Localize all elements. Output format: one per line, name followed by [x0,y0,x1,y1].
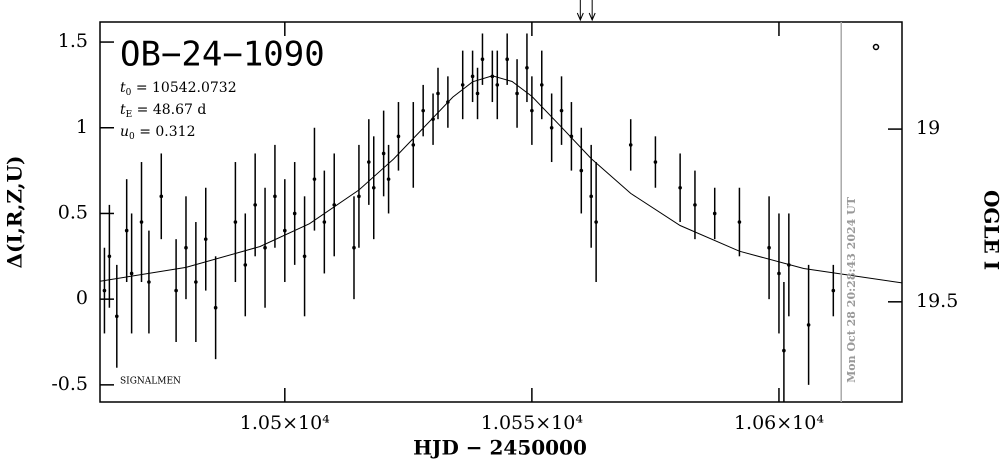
data-point [213,305,218,310]
data-point [322,220,327,224]
data-point [124,228,129,233]
x-tick-label: 1.06×10⁴ [734,412,824,434]
x-tick-label: 1.05×10⁴ [240,412,330,434]
annotation: t0 = 10542.0732 [120,80,237,98]
data-point [549,125,554,130]
data-point [107,254,112,259]
y-tick-label: 0.5 [58,201,88,223]
y-tick-label: 1.5 [58,30,88,52]
data-point [480,57,485,61]
data-point [421,108,425,113]
data-point [396,134,401,139]
y2-axis-label: OGLE I [980,190,1004,270]
subscript: 0 [129,132,135,142]
signature: SIGNALMEN [120,377,181,387]
data-point [470,74,475,79]
symbol-marker [872,43,880,51]
data-point [352,245,356,250]
data-point [495,83,500,87]
data-point [263,245,267,250]
data-point [515,91,519,96]
data-point [203,237,208,241]
data-point [283,228,287,233]
plot-frame [99,21,903,403]
event-arrow [576,0,584,22]
x-axis-label: HJD − 2450000 [413,436,587,459]
annotation: tE = 48.67 d [120,102,206,120]
timestamp: Mon Oct 28 20:28:43 2024 UT [845,196,858,383]
data-point [312,177,317,181]
annotation-value: = 0.312 [135,124,196,140]
subscript: E [126,110,133,120]
y2-tick-label: 19.5 [916,290,958,312]
subscript: 0 [126,88,132,98]
data-point [273,194,277,199]
model-curve [100,75,902,284]
y-tick-label: -0.5 [51,373,88,395]
data-point [147,280,151,284]
data-point [174,288,178,293]
data-point [159,194,164,199]
data-point [594,220,598,224]
data-point [767,245,771,250]
chart-title: OB−24−1090 [120,35,325,75]
data-point [777,271,781,276]
data-point [292,211,297,216]
event-arrow [588,0,596,22]
data-point [115,314,119,319]
data-point [411,143,416,147]
data-point [525,65,529,70]
data-point [194,280,198,284]
data-point [139,220,144,224]
data-point [253,203,257,207]
data-point [129,271,134,276]
data-point [559,108,564,113]
data-point [693,203,697,207]
symbol: t [120,80,126,96]
data-point [371,185,376,190]
data-point [782,348,786,353]
data-point [302,254,307,259]
data-point [475,91,480,96]
annotation-value: = 10542.0732 [131,80,236,96]
y-tick-label: 1 [76,116,88,138]
symbol: t [120,102,126,118]
annotation: u0 = 0.312 [120,124,195,142]
data-point [436,91,440,96]
x-tick-label: 1.055×10⁴ [481,412,583,434]
plot-area [100,33,902,402]
y-tick-label: 0 [76,287,88,309]
data-point [831,288,836,293]
y2-tick-label: 19 [916,117,940,139]
data-point [678,185,682,190]
data-point [243,263,248,267]
data-point [712,211,717,216]
data-point [653,160,658,164]
data-point [737,220,742,224]
annotation-value: = 48.67 d [132,102,206,118]
data-point [233,220,238,224]
data-point [589,194,593,199]
data-point [539,83,544,87]
data-point [102,288,107,293]
data-point [357,194,361,199]
data-point [460,83,465,87]
data-point [184,245,188,250]
y-axis-label: Δ(I,R,Z,U) [3,156,27,269]
data-point [367,160,371,164]
data-point [530,108,534,113]
data-point [806,323,811,327]
data-point [628,143,633,147]
data-point [505,57,509,61]
symbol: u [120,124,129,140]
data-point [386,177,391,181]
data-point [579,168,584,173]
data-point [381,151,386,156]
